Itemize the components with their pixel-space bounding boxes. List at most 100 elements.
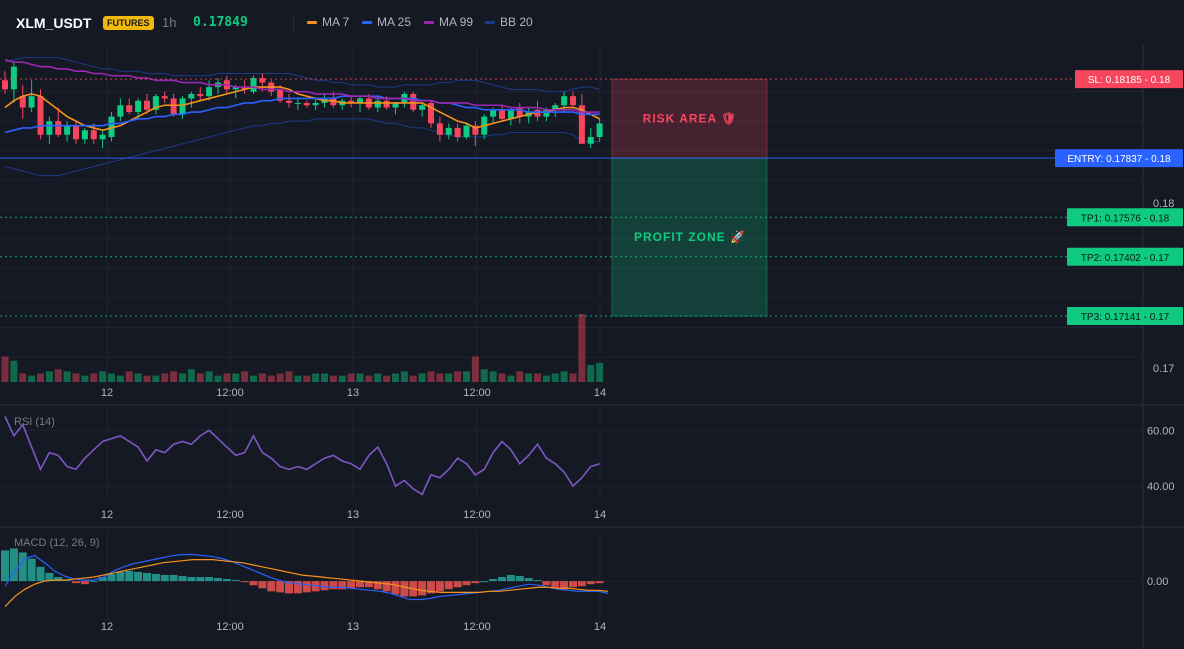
macd-hist-bar bbox=[302, 581, 311, 593]
volume-bar bbox=[187, 369, 195, 382]
volume-bar bbox=[321, 373, 328, 382]
macd-hist-bar bbox=[125, 570, 134, 582]
volume-bar bbox=[108, 373, 115, 382]
volume-bar bbox=[81, 375, 89, 382]
tp2-label-bg bbox=[1067, 247, 1183, 266]
macd-hist-bar bbox=[524, 578, 533, 582]
candle-body bbox=[428, 102, 434, 124]
legend-ma25[interactable]: MA 25 bbox=[362, 15, 411, 29]
tp1-label: TP1: 0.17576 - 0.18 bbox=[1081, 213, 1170, 224]
legend-label-ma99: MA 99 bbox=[439, 15, 474, 29]
macd-hist-bar bbox=[489, 579, 498, 582]
entry-label-bg bbox=[1055, 149, 1183, 168]
time-tick-label: 12:00 bbox=[216, 509, 244, 521]
time-tick-label: 14 bbox=[594, 387, 606, 399]
volume-bar bbox=[383, 375, 391, 382]
candle-body bbox=[570, 96, 576, 106]
candle-body bbox=[534, 109, 541, 117]
macd-hist-bar bbox=[143, 572, 151, 582]
tp3-label: TP3: 0.17141 - 0.17 bbox=[1081, 312, 1170, 323]
symbol-title[interactable]: XLM_USDT bbox=[16, 15, 92, 31]
volume-bar bbox=[480, 369, 488, 382]
candle-body bbox=[2, 80, 8, 90]
candle-body bbox=[294, 102, 301, 104]
macd-hist-bar bbox=[515, 576, 524, 582]
macd-hist-bar bbox=[18, 552, 27, 582]
volume-bar bbox=[134, 373, 142, 382]
volume-bar bbox=[54, 369, 62, 382]
candle-body bbox=[410, 93, 417, 110]
macd-line bbox=[4, 553, 609, 601]
candle-body bbox=[46, 121, 53, 135]
time-tick-label: 12 bbox=[101, 621, 113, 633]
legend-ma99[interactable]: MA 99 bbox=[424, 15, 473, 29]
rsi-tick-label: 40.00 bbox=[1147, 481, 1175, 493]
volume-bar bbox=[223, 373, 231, 382]
candle-body bbox=[152, 96, 159, 110]
volume-bar bbox=[179, 373, 186, 382]
volume-bar bbox=[471, 356, 479, 382]
macd-hist-bar bbox=[240, 581, 249, 583]
volume-bar bbox=[267, 375, 275, 382]
macd-hist-bar bbox=[249, 581, 258, 586]
legend-ma7[interactable]: MA 7 bbox=[307, 15, 349, 29]
candle-body bbox=[259, 78, 266, 83]
candle-body bbox=[161, 96, 168, 99]
volume-bar bbox=[409, 375, 417, 382]
candle-body bbox=[170, 98, 177, 115]
volume-bar bbox=[205, 371, 213, 382]
volume-bar bbox=[551, 373, 559, 382]
candle-body bbox=[90, 130, 97, 140]
candle-body bbox=[126, 105, 133, 113]
macd-hist-bar bbox=[1, 550, 9, 582]
time-tick-label: 13 bbox=[347, 621, 359, 633]
volume-bar bbox=[37, 373, 44, 382]
volume-bar bbox=[1, 356, 9, 382]
tp1-label-bg bbox=[1067, 208, 1183, 227]
macd-hist-bar bbox=[214, 578, 222, 582]
macd-hist-bar bbox=[293, 581, 302, 594]
candle-body bbox=[232, 87, 239, 90]
volume-bar bbox=[329, 375, 337, 382]
macd-hist-bar bbox=[80, 581, 89, 585]
volume-bar bbox=[445, 373, 453, 382]
candle-body bbox=[108, 116, 115, 138]
macd-hist-bar bbox=[551, 581, 560, 589]
macd-hist-bar bbox=[364, 581, 373, 588]
volume-bar bbox=[463, 371, 470, 382]
candle-body bbox=[10, 66, 17, 90]
legend-label-ma7: MA 7 bbox=[322, 15, 350, 29]
interval-label[interactable]: 1h bbox=[162, 15, 177, 30]
candle-body bbox=[507, 109, 514, 119]
time-tick-label: 12:00 bbox=[463, 509, 491, 521]
volume-bar bbox=[125, 371, 133, 382]
risk-area-label: RISK AREA 🛡 bbox=[643, 112, 738, 126]
time-tick-label: 12:00 bbox=[216, 621, 244, 633]
legend-bb20[interactable]: BB 20 bbox=[485, 15, 533, 29]
volume-bar bbox=[392, 373, 399, 382]
macd-hist-bar bbox=[560, 581, 569, 590]
grid-lines bbox=[0, 44, 1143, 622]
candle-body bbox=[241, 87, 248, 90]
volume-bar bbox=[72, 373, 80, 382]
macd-hist-bar bbox=[329, 581, 338, 590]
macd-hist-bar bbox=[285, 581, 293, 594]
time-tick-label: 12 bbox=[101, 509, 113, 521]
volume-bar bbox=[143, 375, 151, 382]
candle-body bbox=[463, 125, 470, 138]
volume-bar bbox=[498, 373, 506, 382]
candle-body bbox=[472, 125, 479, 135]
volume-bar bbox=[560, 371, 568, 382]
volume-bar bbox=[232, 373, 240, 382]
candle-body bbox=[578, 105, 585, 144]
tp2-label: TP2: 0.17402 - 0.17 bbox=[1081, 253, 1170, 264]
candle-body bbox=[197, 93, 204, 97]
time-tick-label: 12 bbox=[101, 387, 113, 399]
candle-body bbox=[303, 102, 310, 106]
macd-hist-bar bbox=[45, 572, 54, 582]
macd-hist-bar bbox=[231, 580, 240, 582]
macd-title: MACD (12, 26, 9) bbox=[14, 537, 100, 549]
macd-hist-bar bbox=[400, 581, 409, 597]
volume-bar bbox=[63, 371, 71, 382]
